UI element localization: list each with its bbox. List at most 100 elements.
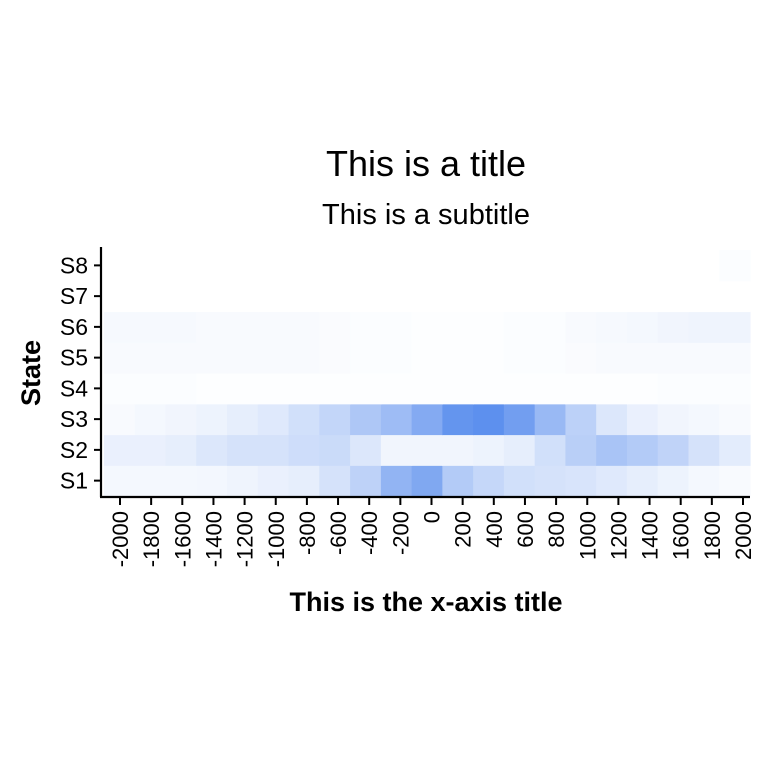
- heatmap-cell: [596, 373, 628, 405]
- heatmap-cell: [257, 403, 290, 436]
- heatmap-cell: [688, 465, 720, 497]
- heatmap-cell: [104, 434, 136, 466]
- heatmap-cell: [350, 311, 382, 343]
- heatmap-cell: [165, 434, 197, 466]
- heatmap-cell: [319, 434, 351, 466]
- heatmap-cell: [257, 280, 290, 313]
- heatmap-cell: [134, 403, 167, 436]
- chart-subtitle: This is a subtitle: [322, 199, 530, 231]
- heatmap-cell: [380, 280, 413, 313]
- heatmap-cell: [380, 373, 413, 405]
- heatmap-cell: [257, 342, 290, 374]
- heatmap-cell: [288, 434, 320, 466]
- heatmap-cell: [257, 250, 290, 282]
- heatmap-cell: [165, 373, 197, 405]
- heatmap-cell: [626, 403, 659, 436]
- heatmap-cell: [626, 434, 659, 466]
- heatmap-cell: [104, 403, 136, 436]
- heatmap-cell: [565, 280, 597, 313]
- heatmap-cell: [411, 373, 443, 405]
- heatmap-cell: [196, 373, 228, 405]
- x-tick-label: -200: [388, 511, 413, 555]
- x-tick-label: 1200: [606, 511, 631, 560]
- heatmap-cell: [565, 465, 597, 497]
- heatmap-cell: [534, 342, 567, 374]
- heatmap-cell: [442, 434, 474, 466]
- heatmap-cell: [688, 403, 720, 436]
- heatmap-cell: [350, 465, 382, 497]
- heatmap-cell: [411, 342, 443, 374]
- heatmap-cell: [503, 465, 536, 497]
- heatmap-cell: [657, 280, 690, 313]
- x-axis: -2000 -1800 -1600 -1400 -1200 -1000 -800 -600 -4…: [108, 497, 756, 567]
- heatmap-cell: [626, 342, 659, 374]
- heatmap-cell: [442, 403, 474, 436]
- heatmap-cell: [134, 465, 167, 497]
- heatmap-cell: [288, 342, 320, 374]
- heatmap-cell: [411, 403, 443, 436]
- heatmap-cell: [319, 280, 351, 313]
- heatmap-cell: [503, 342, 536, 374]
- heatmap-cell: [380, 403, 413, 436]
- heatmap-cell: [350, 434, 382, 466]
- heatmap-cell: [596, 250, 628, 282]
- heatmap-cell: [503, 434, 536, 466]
- heatmap-cell: [657, 311, 690, 343]
- heatmap-cell: [473, 311, 505, 343]
- heatmap-cell: [257, 434, 290, 466]
- heatmap-cell: [350, 373, 382, 405]
- y-tick-label: S6: [60, 314, 88, 340]
- heatmap-cell: [104, 280, 136, 313]
- x-tick-label: 1800: [700, 511, 725, 560]
- heatmap-cell: [411, 280, 443, 313]
- heatmap-cell: [719, 373, 751, 405]
- heatmap-cell: [227, 373, 259, 405]
- heatmap-cell: [196, 311, 228, 343]
- heatmap-cell: [657, 373, 690, 405]
- heatmap-cell: [196, 465, 228, 497]
- heatmap-cell: [442, 250, 474, 282]
- heatmap-cell: [227, 342, 259, 374]
- heatmap-cell: [626, 311, 659, 343]
- heatmap-cell: [288, 403, 320, 436]
- heatmap-cell: [288, 311, 320, 343]
- heatmap-cell: [350, 403, 382, 436]
- heatmap-cell: [165, 280, 197, 313]
- heatmap-cell: [104, 373, 136, 405]
- heatmap-cell: [411, 434, 443, 466]
- heatmap-cell: [626, 373, 659, 405]
- heatmap-cell: [534, 311, 567, 343]
- heatmap-cell: [442, 311, 474, 343]
- heatmap-cell: [719, 250, 751, 282]
- heatmap-cell: [473, 373, 505, 405]
- heatmap-cell: [657, 434, 690, 466]
- x-tick-label: 2000: [731, 511, 756, 560]
- heatmap-cell: [688, 311, 720, 343]
- heatmap-cell: [380, 342, 413, 374]
- x-tick-label: 1600: [669, 511, 694, 560]
- heatmap-cell: [657, 403, 690, 436]
- heatmap-cell: [104, 250, 136, 282]
- heatmap-cell: [288, 250, 320, 282]
- heatmap-cell: [104, 311, 136, 343]
- heatmap-cell: [657, 250, 690, 282]
- heatmap-cell: [534, 465, 567, 497]
- heatmap-cell: [134, 434, 167, 466]
- heatmap-cell: [442, 465, 474, 497]
- heatmap-cell: [319, 311, 351, 343]
- x-axis-title: This is the x-axis title: [289, 587, 562, 617]
- heatmap-cell: [380, 250, 413, 282]
- heatmap-cell: [688, 280, 720, 313]
- heatmap-cell: [596, 342, 628, 374]
- heatmap-cell: [196, 434, 228, 466]
- heatmap-cell: [596, 311, 628, 343]
- heatmap-cell: [134, 373, 167, 405]
- heatmap-cell: [565, 434, 597, 466]
- x-tick-label: -2000: [108, 511, 133, 567]
- heatmap-cell: [688, 250, 720, 282]
- heatmap-cell: [411, 250, 443, 282]
- x-tick-label: 1000: [575, 511, 600, 560]
- heatmap-cell: [288, 465, 320, 497]
- heatmap-cell: [196, 403, 228, 436]
- x-tick-label: 800: [544, 511, 569, 548]
